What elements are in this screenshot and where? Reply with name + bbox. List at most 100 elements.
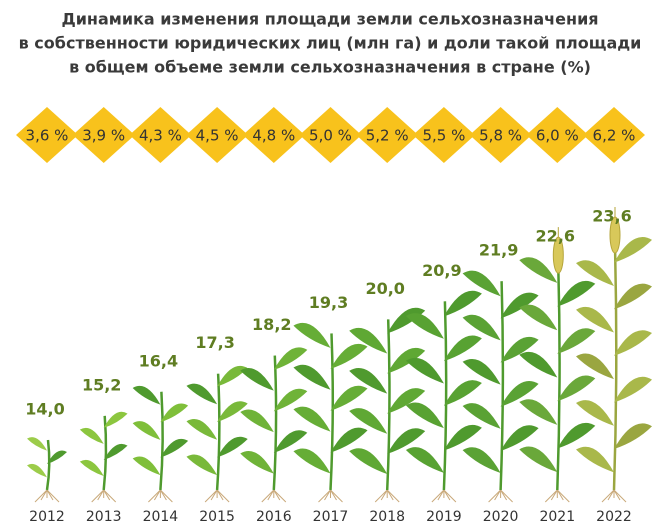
- share-diamond: [129, 107, 192, 163]
- stem: [102, 415, 108, 491]
- plant: [405, 290, 482, 503]
- leaf: [27, 437, 47, 451]
- root: [261, 489, 275, 503]
- leaf: [240, 409, 274, 433]
- share-diamond: [412, 107, 475, 163]
- root: [46, 489, 60, 503]
- share-diamond: [72, 107, 135, 163]
- root: [97, 489, 105, 501]
- leaf: [557, 328, 596, 354]
- share-diamond: [583, 107, 645, 163]
- share-diamond: [469, 107, 532, 163]
- leaf: [330, 385, 368, 411]
- root: [216, 489, 230, 503]
- x-tick-label: 2014: [143, 509, 179, 525]
- root: [488, 489, 501, 503]
- stem: [442, 301, 448, 491]
- plant: [462, 270, 539, 503]
- leaf: [500, 336, 539, 363]
- leaf: [273, 388, 308, 412]
- x-tick-label: 2018: [369, 509, 405, 525]
- leaf: [47, 450, 67, 464]
- leaf: [405, 447, 444, 473]
- leaf: [500, 425, 539, 451]
- leaf: [217, 436, 248, 458]
- leaf: [462, 447, 501, 473]
- value-label: 22,6: [536, 227, 575, 246]
- share-diamond: [299, 107, 362, 163]
- leaf: [132, 456, 161, 476]
- share-label: 4,3 %: [139, 127, 182, 145]
- plant: [293, 322, 368, 503]
- value-label: 17,3: [195, 333, 234, 352]
- leaf: [462, 314, 501, 341]
- root: [500, 489, 513, 503]
- leaf: [519, 446, 558, 473]
- plant: [27, 437, 67, 503]
- leaf: [519, 257, 558, 283]
- x-tick-label: 2013: [86, 509, 122, 525]
- x-tick-label: 2020: [483, 509, 519, 525]
- stem: [556, 267, 561, 491]
- share-label: 5,2 %: [366, 127, 409, 145]
- root: [204, 489, 218, 503]
- leaf: [614, 330, 652, 356]
- leaf: [240, 368, 274, 391]
- plant: [132, 385, 189, 503]
- value-label: 18,2: [252, 315, 291, 334]
- leaf: [79, 427, 104, 444]
- x-tick-label: 2017: [313, 509, 349, 525]
- leaf: [293, 364, 331, 390]
- leaf: [557, 375, 596, 402]
- x-tick-label: 2015: [199, 509, 235, 525]
- leaf: [349, 448, 388, 474]
- root: [550, 489, 558, 501]
- x-tick-label: 2012: [29, 509, 65, 525]
- leaf: [519, 399, 558, 425]
- leaf: [103, 411, 128, 428]
- leaf: [462, 270, 501, 297]
- value-label: 16,4: [139, 351, 178, 370]
- root: [34, 489, 48, 503]
- leaf: [273, 347, 308, 370]
- root: [324, 489, 331, 501]
- root: [443, 489, 457, 503]
- root: [544, 489, 558, 503]
- root: [494, 489, 502, 501]
- leaf: [160, 403, 189, 423]
- leaf: [186, 419, 218, 440]
- leaf: [614, 423, 652, 450]
- leaf: [557, 422, 596, 449]
- leaf: [217, 365, 248, 387]
- leaf: [349, 327, 388, 354]
- chart-title: в общем объеме земли сельхозназначения в…: [69, 58, 591, 77]
- share-label: 4,5 %: [196, 127, 239, 145]
- plant: [79, 411, 128, 503]
- plant: [576, 207, 652, 503]
- stem: [272, 355, 278, 491]
- leaf: [576, 260, 614, 286]
- value-label: 20,9: [422, 261, 461, 280]
- leaf: [293, 448, 331, 474]
- leaf: [405, 357, 444, 384]
- leaf: [576, 306, 614, 333]
- share-diamond: [16, 107, 78, 163]
- leaf: [519, 351, 558, 378]
- leaf: [614, 283, 652, 310]
- share-label: 5,5 %: [422, 127, 465, 145]
- share-label: 6,0 %: [536, 127, 579, 145]
- root: [330, 489, 343, 503]
- value-label: 15,2: [82, 375, 121, 394]
- leaf: [387, 388, 426, 414]
- stem: [385, 319, 391, 491]
- leaf: [576, 353, 614, 380]
- plant: [519, 227, 596, 503]
- value-label: 19,3: [309, 293, 348, 312]
- x-tick-label: 2021: [539, 509, 575, 525]
- leaf: [330, 343, 368, 369]
- leaf: [576, 400, 614, 426]
- value-label: 21,9: [479, 241, 518, 260]
- root: [386, 489, 400, 503]
- root: [148, 489, 161, 503]
- leaf: [557, 280, 596, 307]
